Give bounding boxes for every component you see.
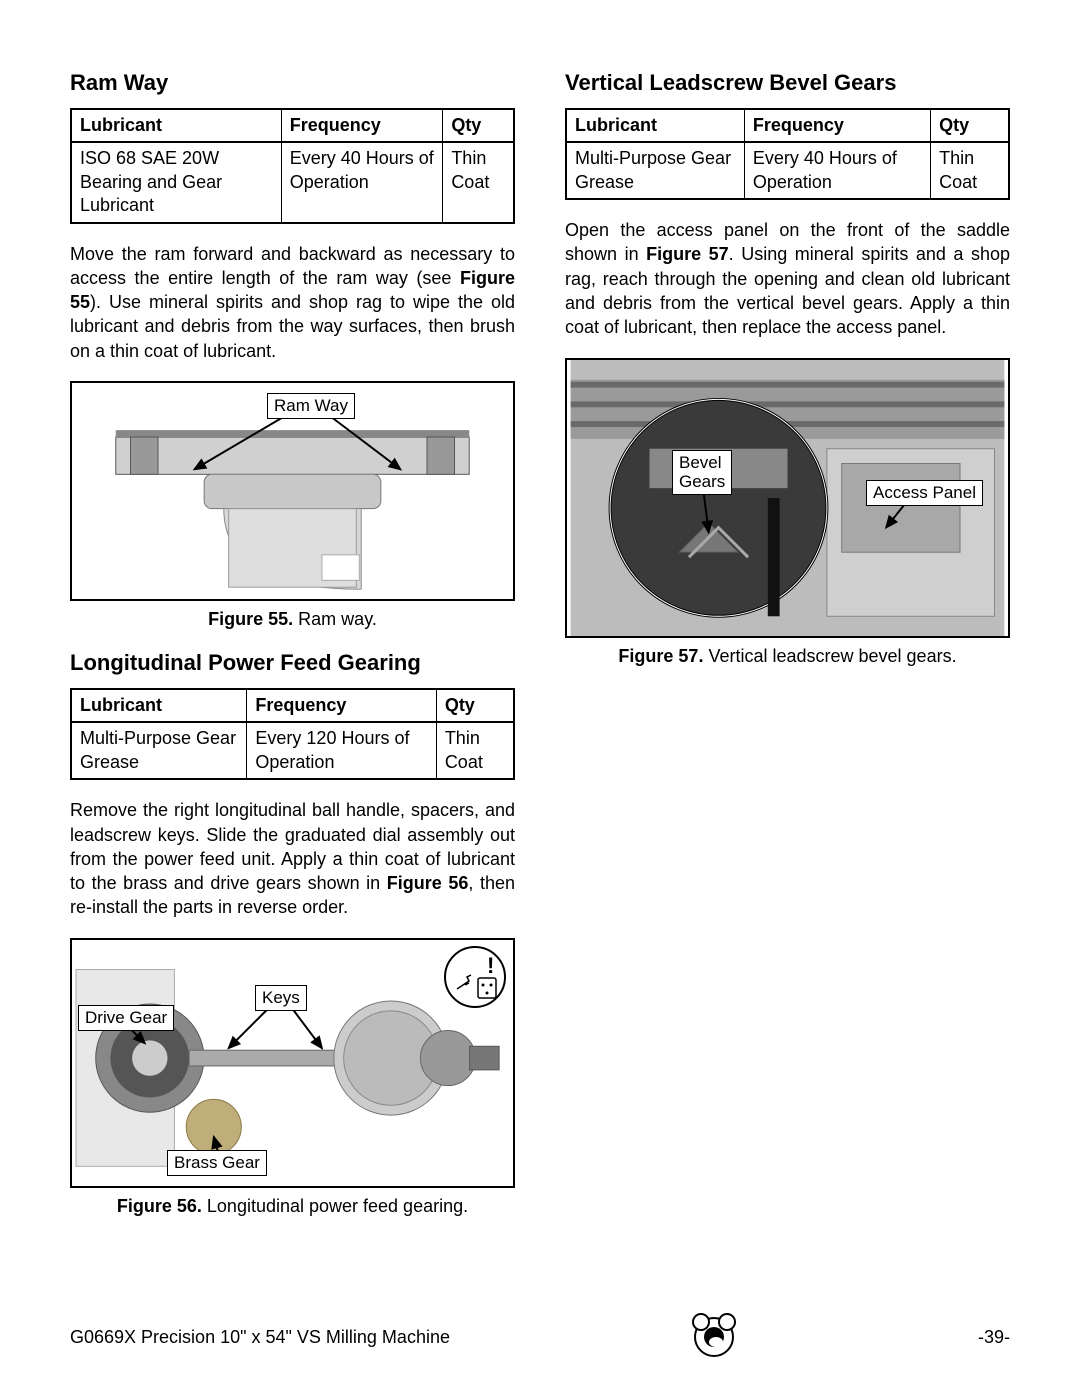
table-bevel-gears: Lubricant Frequency Qty Multi-Purpose Ge…: [565, 108, 1010, 200]
th-lubricant: Lubricant: [71, 689, 247, 722]
td-qty: Thin Coat: [443, 142, 514, 222]
th-frequency: Frequency: [247, 689, 436, 722]
td-lubricant: ISO 68 SAE 20W Bearing and Gear Lubrican…: [71, 142, 281, 222]
svg-text:!: !: [487, 953, 494, 978]
table-ram-way: Lubricant Frequency Qty ISO 68 SAE 20W B…: [70, 108, 515, 224]
caption-56: Figure 56. Longitudinal power feed geari…: [70, 1196, 515, 1217]
figure-55: Ram Way: [70, 381, 515, 601]
th-frequency: Frequency: [744, 109, 930, 142]
th-qty: Qty: [931, 109, 1009, 142]
footer-doc-title: G0669X Precision 10" x 54" VS Milling Ma…: [70, 1327, 450, 1348]
heading-ram-way: Ram Way: [70, 70, 515, 96]
th-qty: Qty: [436, 689, 514, 722]
caption-55: Figure 55. Ram way.: [70, 609, 515, 630]
label-keys: Keys: [255, 985, 307, 1011]
unplug-warning-icon: !: [443, 945, 508, 1010]
label-access-panel: Access Panel: [866, 480, 983, 506]
para-bevel-gears: Open the access panel on the front of th…: [565, 218, 1010, 339]
td-frequency: Every 40 Hours of Operation: [281, 142, 443, 222]
td-lubricant: Multi-Purpose Gear Grease: [566, 142, 744, 199]
th-frequency: Frequency: [281, 109, 443, 142]
para-longitudinal: Remove the right longitudinal ball handl…: [70, 798, 515, 919]
label-drive-gear: Drive Gear: [78, 1005, 174, 1031]
table-longitudinal: Lubricant Frequency Qty Multi-Purpose Ge…: [70, 688, 515, 780]
heading-bevel-gears: Vertical Leadscrew Bevel Gears: [565, 70, 1010, 96]
th-lubricant: Lubricant: [71, 109, 281, 142]
td-qty: Thin Coat: [931, 142, 1009, 199]
td-qty: Thin Coat: [436, 722, 514, 779]
heading-longitudinal: Longitudinal Power Feed Gearing: [70, 650, 515, 676]
footer-page-number: -39-: [978, 1327, 1010, 1348]
caption-57: Figure 57. Vertical leadscrew bevel gear…: [565, 646, 1010, 667]
figure-57: BevelGears Access Panel: [565, 358, 1010, 638]
figure-56: ! Keys Drive Gear Brass Gear: [70, 938, 515, 1188]
th-lubricant: Lubricant: [566, 109, 744, 142]
label-ram-way: Ram Way: [267, 393, 355, 419]
grizzly-logo-icon: [694, 1317, 734, 1357]
th-qty: Qty: [443, 109, 514, 142]
page-footer: G0669X Precision 10" x 54" VS Milling Ma…: [0, 1317, 1080, 1357]
td-lubricant: Multi-Purpose Gear Grease: [71, 722, 247, 779]
para-ram-way: Move the ram forward and backward as nec…: [70, 242, 515, 363]
td-frequency: Every 120 Hours of Operation: [247, 722, 436, 779]
label-brass-gear: Brass Gear: [167, 1150, 267, 1176]
td-frequency: Every 40 Hours of Operation: [744, 142, 930, 199]
label-bevel-gears: BevelGears: [672, 450, 732, 495]
